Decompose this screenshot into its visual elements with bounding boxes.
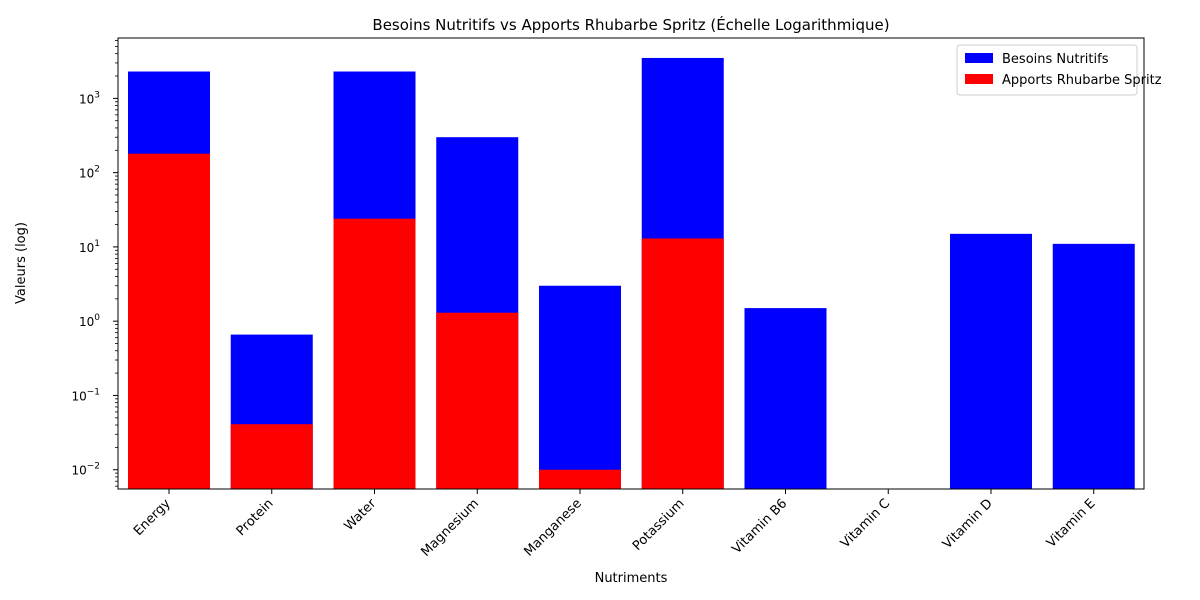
legend-swatch xyxy=(965,53,993,63)
bar-besoins-vitamin-d xyxy=(950,233,1032,489)
bar-apports-potassium xyxy=(641,238,724,489)
x-tick-label: Vitamin D xyxy=(940,496,996,552)
bar-apports-manganese xyxy=(539,469,621,489)
y-tick-label: 102 xyxy=(79,165,100,181)
x-axis: Energy Protein Water Magnesium Manganese Pota… xyxy=(131,489,1099,560)
bar-besoins-vitamin-e xyxy=(1052,243,1135,489)
x-tick-label: Magnesium xyxy=(418,496,482,560)
chart-title: Besoins Nutritifs vs Apports Rhubarbe Sp… xyxy=(372,15,889,34)
x-tick-label: Water xyxy=(342,496,380,534)
x-tick-label: Vitamin E xyxy=(1044,496,1099,551)
legend-swatch xyxy=(965,74,993,84)
y-axis: 10−2 10−1 100 101 102 103 xyxy=(71,40,118,487)
x-tick-label: Protein xyxy=(234,496,277,539)
bar-apports-water xyxy=(333,218,416,489)
legend-label: Besoins Nutritifs xyxy=(1002,52,1109,67)
legend-label: Apports Rhubarbe Spritz xyxy=(1002,73,1162,88)
bar-apports-protein xyxy=(230,424,313,489)
x-tick-label: Vitamin C xyxy=(838,496,893,551)
legend-box xyxy=(956,44,1138,96)
x-tick-label: Manganese xyxy=(521,496,584,559)
y-tick-label: 101 xyxy=(79,239,100,255)
legend: Besoins Nutritifs Apports Rhubarbe Spritz xyxy=(956,44,1162,96)
y-tick-label: 100 xyxy=(79,313,100,329)
bar-apports-energy xyxy=(128,153,210,490)
bars xyxy=(128,57,1135,490)
x-axis-label: Nutriments xyxy=(595,571,668,586)
y-tick-label: 10−2 xyxy=(71,462,100,478)
y-tick-label: 103 xyxy=(79,90,100,106)
bar-apports-magnesium xyxy=(436,312,519,489)
x-tick-label: Energy xyxy=(131,496,174,539)
x-tick-label: Potassium xyxy=(630,496,688,554)
x-tick-label: Vitamin B6 xyxy=(729,496,790,557)
bar-besoins-vitamin-b6 xyxy=(744,308,827,489)
y-axis-label: Valeurs (log) xyxy=(14,222,29,304)
y-tick-label: 10−1 xyxy=(71,387,100,403)
bar-besoins-manganese xyxy=(539,285,621,489)
